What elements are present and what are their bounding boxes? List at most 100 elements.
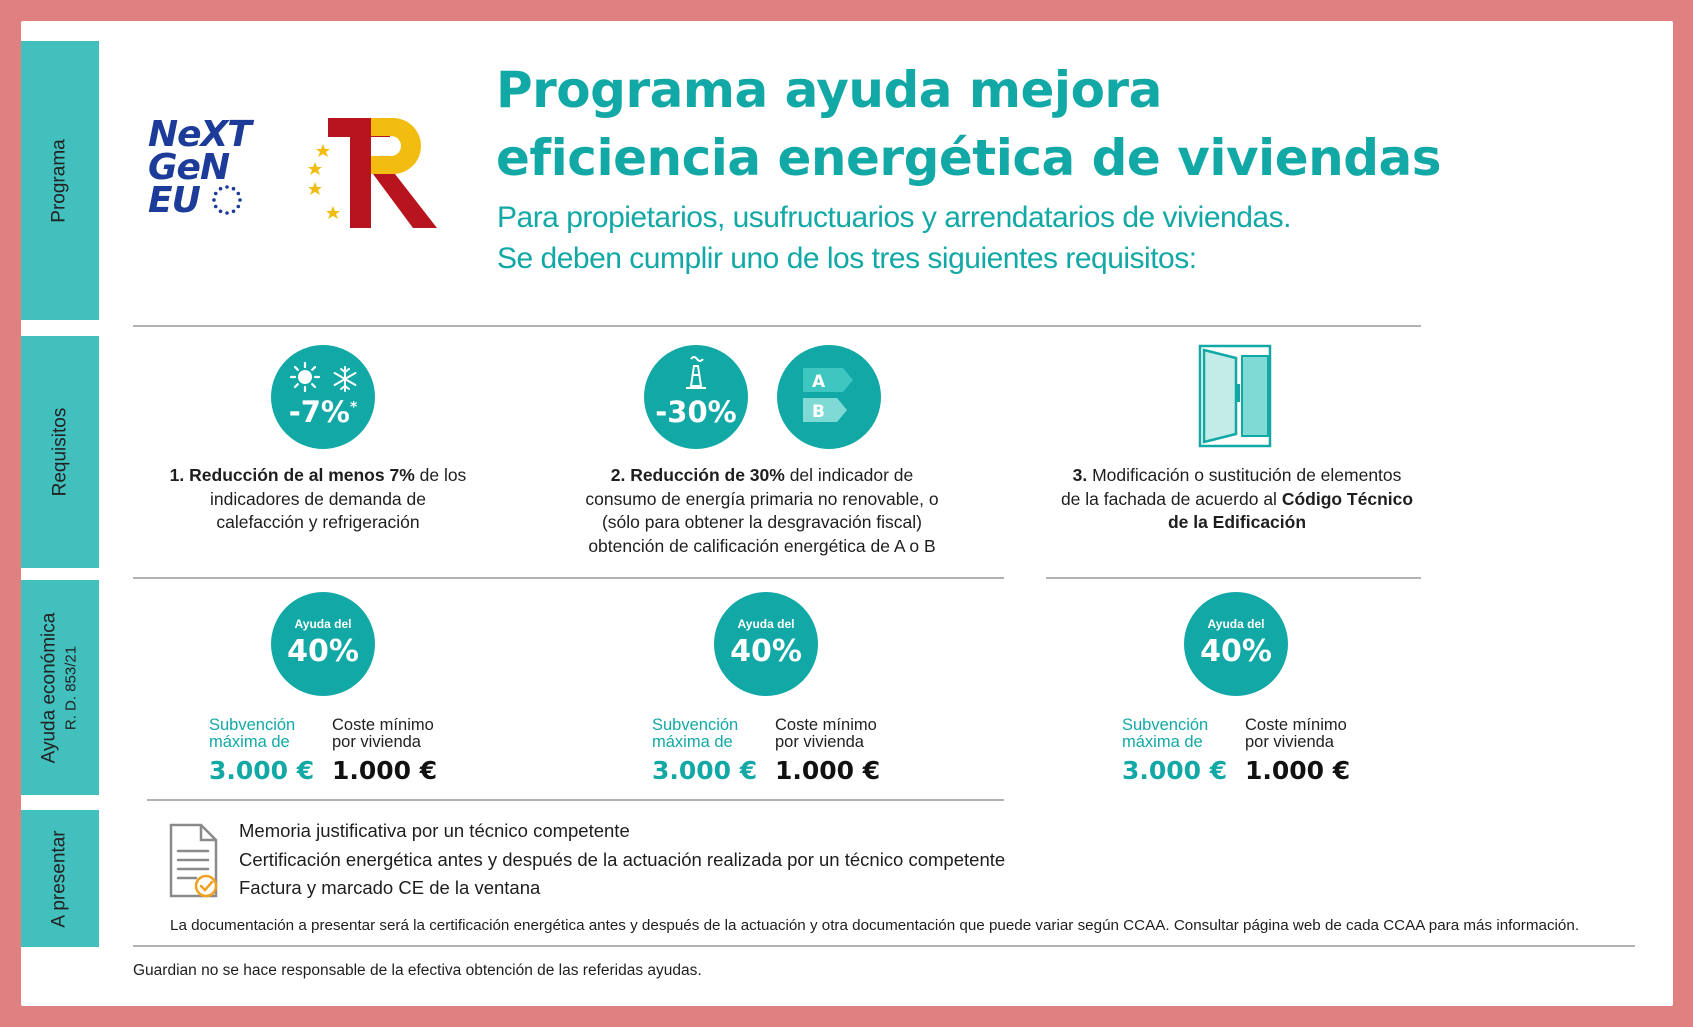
chimney-icon (686, 356, 706, 389)
tab-a-presentar: A presentar (21, 810, 99, 947)
snowflake-icon (333, 366, 357, 392)
tab-requisitos: Requisitos (21, 336, 99, 568)
aid2-sub-label: Subvención máxima de (652, 717, 738, 751)
aid3-sub-label2: máxima de (1122, 733, 1203, 751)
aid1-sub-label2: máxima de (209, 733, 290, 751)
nextgeneu-logo: NeXT GeN EU (148, 114, 288, 219)
aid3-sub-value: 3.000 € (1122, 756, 1228, 785)
window-icon (1198, 344, 1272, 448)
aid2-badge-value: 40% (730, 634, 802, 669)
documentation-note: La documentación a presentar será la cer… (170, 917, 1580, 934)
req2-line3: (sólo para obtener la desgravación fisca… (601, 512, 923, 532)
info-card (21, 21, 1673, 1006)
subtitle-line1: Para propietarios, usufructuarios y arre… (497, 201, 1291, 234)
req3-bold2: Código Técnico (1281, 488, 1414, 509)
aid2-sub-label2: máxima de (652, 733, 733, 751)
page-title: Programa ayuda mejora eficiencia energét… (496, 56, 1556, 192)
aid2-cost-label: Coste mínimo por vivienda (775, 717, 877, 751)
req3-bold3: de la Edificación (1167, 512, 1307, 532)
tab-ayuda-economica: Ayuda económica R. D. 853/21 (21, 580, 99, 795)
aid3-cost-label1: Coste mínimo (1245, 716, 1347, 734)
ngeu-line3: EU (148, 183, 288, 219)
title-line1: Programa ayuda mejora (496, 61, 1162, 119)
aid1-cost-value: 1.000 € (332, 756, 438, 785)
req3-bold-number: 3. (1072, 465, 1088, 485)
tab-ayuda-title: Ayuda económica (38, 612, 60, 763)
ngeu-line2: GeN (148, 147, 230, 188)
aid1-cost-label: Coste mínimo por vivienda (332, 717, 434, 751)
aid3-sub-label1: Subvención (1122, 716, 1209, 734)
req2-badge-value: -30% (655, 395, 737, 429)
divider (133, 945, 1635, 947)
tab-requisitos-label: Requisitos (49, 407, 70, 497)
aid1-badge: Ayuda del 40% (271, 592, 375, 696)
aid3-badge-label: Ayuda del (1207, 617, 1265, 631)
aid3-amounts: Subvención máxima de Coste mínimo por vivi… (1122, 717, 1362, 785)
tab-programa: Programa (21, 41, 99, 320)
aid1-sub-value: 3.000 € (209, 756, 315, 785)
aid1-sub-label: Subvención máxima de (209, 717, 295, 751)
req2-line2: consumo de energía primaria no renovable… (585, 488, 939, 509)
aid3-cost-label: Coste mínimo por vivienda (1245, 717, 1347, 751)
document-item: Factura y marcado CE de la ventana (239, 877, 541, 898)
sun-icon (289, 362, 321, 392)
req2-line4: obtención de calificación energética de … (588, 535, 936, 556)
req2-bold: 2. Reducción de 30% (610, 465, 785, 485)
aid3-badge: Ayuda del 40% (1184, 592, 1288, 696)
document-check-icon (169, 823, 218, 898)
tr-logo (308, 118, 437, 228)
req1-bold: 1. Reducción de al menos 7% (169, 465, 415, 485)
disclaimer: Guardian no se hace responsable de la ef… (133, 962, 702, 979)
aid3-cost-label2: por vivienda (1245, 733, 1334, 751)
energy-label-b: B (812, 402, 825, 422)
req3-line1: Modificación o sustitución de elementos (1087, 465, 1402, 485)
req1-line1: de los (414, 465, 467, 485)
tab-ayuda-label: Ayuda económica R. D. 853/21 (38, 612, 82, 763)
aid2-cost-label1: Coste mínimo (775, 716, 877, 734)
ngeu-line1: NeXT (148, 114, 252, 155)
divider (1046, 577, 1421, 579)
req1-text: 1. Reducción de al menos 7% de los indic… (160, 464, 476, 535)
req1-badge-mark: * (349, 399, 358, 416)
req1-badge-value: -7% (288, 395, 350, 429)
aid1-cost-label2: por vivienda (332, 733, 421, 751)
aid2-cost-value: 1.000 € (775, 756, 881, 785)
req3-line2: de la fachada de acuerdo al (1060, 488, 1282, 509)
aid2-badge-label: Ayuda del (737, 617, 795, 631)
ngeu-line3-text: EU (148, 180, 201, 221)
req2-badge: -30% (644, 345, 748, 449)
aid1-badge-value: 40% (287, 634, 359, 669)
req2-text: 2. Reducción de 30% del indicador de con… (560, 464, 964, 558)
energy-label-a: A (812, 372, 826, 392)
aid2-sub-value: 3.000 € (652, 756, 758, 785)
title-line2: eficiencia energética de viviendas (496, 129, 1442, 187)
req1-badge: -7%* (271, 345, 375, 449)
subtitle-line2: Se deben cumplir uno de los tres siguien… (497, 242, 1197, 275)
aid1-badge-label: Ayuda del (294, 617, 352, 631)
energy-label-icon: A B (803, 368, 853, 422)
tab-presentar-label: A presentar (49, 829, 71, 928)
aid2-amounts: Subvención máxima de Coste mínimo por vivi… (652, 717, 892, 785)
tab-programa-label: Programa (49, 138, 71, 223)
aid1-amounts: Subvención máxima de Coste mínimo por vivi… (209, 717, 449, 785)
divider (147, 799, 1004, 801)
tab-ayuda-sub: R. D. 853/21 (62, 645, 80, 730)
energy-label-badge: A B (777, 345, 881, 449)
eu-stars-icon (212, 185, 243, 215)
aid2-sub-label1: Subvención (652, 716, 739, 734)
aid1-sub-label1: Subvención (209, 716, 296, 734)
tr-stars-icon (308, 144, 340, 219)
req1-line3: calefacción y refrigeración (216, 512, 420, 532)
aid3-sub-label: Subvención máxima de (1122, 717, 1208, 751)
req1-line2: indicadores de demanda de (210, 488, 426, 509)
divider (133, 325, 1421, 327)
divider (133, 577, 1004, 579)
aid1-cost-label1: Coste mínimo (332, 716, 434, 734)
req1-badge-text: -7%* (271, 395, 375, 429)
req2-line1: del indicador de (784, 465, 914, 485)
aid2-badge: Ayuda del 40% (714, 592, 818, 696)
aid3-badge-value: 40% (1200, 634, 1272, 669)
document-item: Certificación energética antes y después… (239, 848, 1006, 870)
page-subtitle: Para propietarios, usufructuarios y arre… (497, 197, 1557, 279)
document-item: Memoria justificativa por un técnico com… (239, 820, 630, 841)
